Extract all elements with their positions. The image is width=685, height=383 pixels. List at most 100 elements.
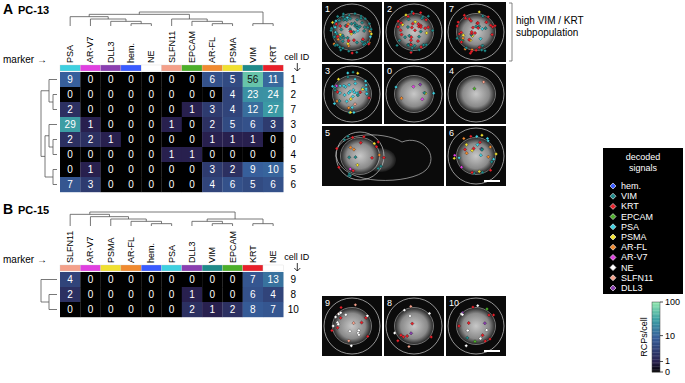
dendrogram-line xyxy=(70,214,71,226)
nucleus xyxy=(333,76,371,112)
heatmap-cell xyxy=(80,117,101,132)
rcp-dot xyxy=(409,51,412,54)
rcp-dot xyxy=(354,82,357,85)
cell-value: 0 xyxy=(128,164,134,175)
rcp-dot xyxy=(409,42,412,45)
axis-arrow xyxy=(294,263,300,271)
rcp-dot xyxy=(333,86,336,89)
cell-value: 4 xyxy=(67,274,73,285)
cell-outline xyxy=(324,66,380,122)
heatmap-cell xyxy=(162,132,183,147)
rcp-dot xyxy=(480,148,483,151)
heatmap-cell xyxy=(162,147,183,162)
rcp-dot xyxy=(347,91,350,94)
rcp-dot xyxy=(418,83,421,86)
cell-value: 13 xyxy=(268,274,280,285)
cell-value: 4 xyxy=(230,89,236,100)
rcp-dot xyxy=(490,33,493,36)
heatmap-cell xyxy=(80,287,101,302)
image-background xyxy=(322,296,382,356)
cell-value: 0 xyxy=(230,149,236,160)
rcp-dot xyxy=(475,135,478,138)
rcp-dot xyxy=(361,88,364,91)
rcp-dot xyxy=(366,335,369,338)
heatmap-cell xyxy=(121,162,141,177)
nucleus xyxy=(457,76,495,112)
rcp-dot xyxy=(365,92,368,95)
cell-id: 6 xyxy=(291,179,297,190)
nucleus xyxy=(395,76,433,112)
panel-label: A xyxy=(3,1,13,17)
cell-value: 0 xyxy=(67,149,73,160)
dendrogram-line xyxy=(70,17,71,26)
rcp-dot xyxy=(355,41,358,44)
rcp-dot xyxy=(481,334,484,337)
rcp-dot xyxy=(406,15,409,18)
cell-outline xyxy=(448,66,504,122)
rcp-dot xyxy=(424,18,427,21)
heatmap-cell xyxy=(222,177,243,192)
rcp-dot xyxy=(348,330,351,333)
cell-image xyxy=(446,296,506,356)
dendrogram-line xyxy=(49,309,57,310)
rcp-dot xyxy=(378,153,381,156)
rcp-dot xyxy=(397,19,400,22)
heatmap-cell xyxy=(243,272,264,287)
heatmap-cell xyxy=(202,102,223,117)
rcp-dot xyxy=(476,26,479,29)
rcp-dot xyxy=(342,36,345,39)
heatmap-cell xyxy=(101,117,122,132)
cell-value: 0 xyxy=(128,74,134,85)
dendrogram-line xyxy=(131,221,132,226)
rcp-dot xyxy=(423,91,426,94)
nucleus-outline xyxy=(395,76,434,113)
cell-value: 6 xyxy=(230,179,236,190)
rcp-dot xyxy=(395,44,398,47)
nucleus xyxy=(395,308,433,344)
rcp-dot xyxy=(336,326,339,329)
rcp-dot xyxy=(458,32,461,35)
legend-box xyxy=(603,148,683,294)
rcp-dot xyxy=(476,22,479,25)
dendrogram-line xyxy=(41,279,57,280)
bracket xyxy=(509,3,512,61)
cell-value: 0 xyxy=(189,74,195,85)
cell-value: 6 xyxy=(250,289,256,300)
cell-value: 1 xyxy=(250,134,256,145)
heatmap-cell xyxy=(243,302,264,317)
heatmap-cell xyxy=(121,177,141,192)
rcp-dot xyxy=(482,80,485,83)
rcp-dot xyxy=(491,25,494,28)
cell-value: 0 xyxy=(189,179,195,190)
heatmap-cell xyxy=(141,272,162,287)
rcp-dot xyxy=(458,33,461,36)
rcp-dot xyxy=(487,155,490,158)
axis-label: cell ID xyxy=(284,252,310,262)
rcp-dot xyxy=(340,28,343,31)
cell-image xyxy=(446,126,506,186)
nucleus xyxy=(457,14,495,50)
cell-value: 3 xyxy=(270,119,276,130)
rcp-dot xyxy=(476,21,479,24)
rcp-dot xyxy=(357,329,360,332)
heatmap-cell xyxy=(263,147,284,162)
marker-label: NE xyxy=(268,250,278,263)
legend-label: PSMA xyxy=(621,232,647,242)
scale-bar xyxy=(484,350,500,352)
marker-label: VIM xyxy=(248,47,258,63)
heatmap-cell xyxy=(222,102,243,117)
cell-value: 0 xyxy=(209,289,215,300)
cell-id: 4 xyxy=(291,149,297,160)
colorbar-frame xyxy=(652,302,660,372)
rcp-dot xyxy=(414,20,417,23)
legend-label: EPCAM xyxy=(621,212,653,222)
cell-value: 0 xyxy=(149,179,155,190)
heatmap-cell xyxy=(80,147,101,162)
rcp-dot xyxy=(352,111,355,114)
heatmap-cell xyxy=(162,302,183,317)
dendrogram-line xyxy=(53,109,57,110)
cell-value: 0 xyxy=(67,89,73,100)
rcp-dot xyxy=(356,163,359,166)
heatmap-cell xyxy=(263,102,284,117)
image-cell-id: 6 xyxy=(449,128,454,138)
